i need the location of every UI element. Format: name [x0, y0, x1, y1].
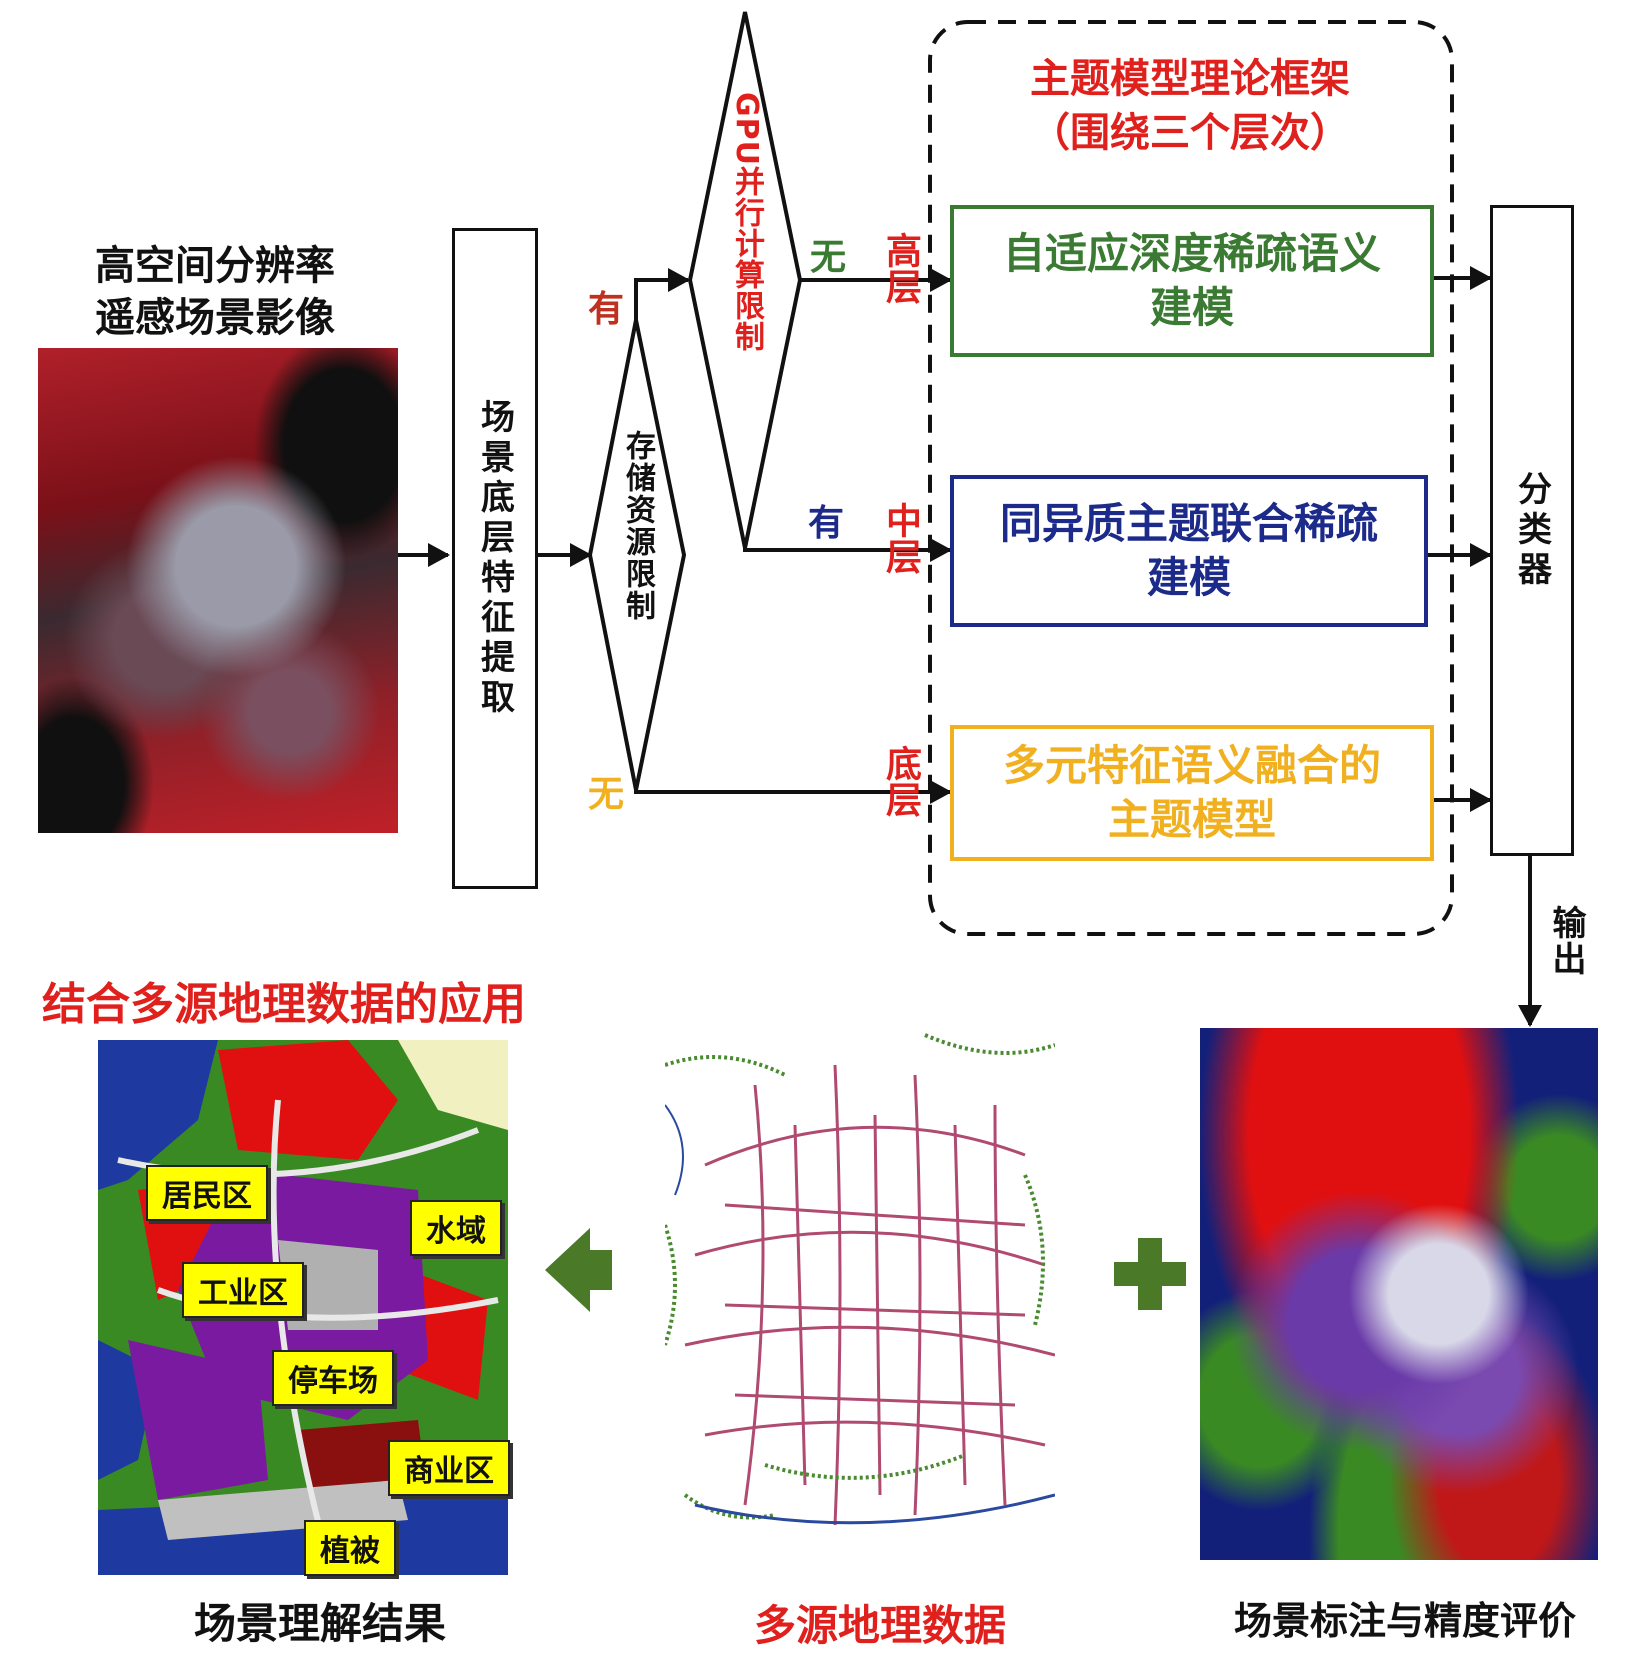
storage-diamond: 存储资源限制	[606, 430, 668, 690]
feature-extraction-label: 场景底层特征提取	[474, 398, 515, 719]
model-mid-line1: 同异质主题联合稀疏	[999, 499, 1378, 548]
tag-industrial: 工业区	[182, 1262, 304, 1318]
output-label: 输出	[1546, 905, 1586, 977]
level-mid: 中层	[880, 502, 921, 574]
caption-result: 场景理解结果	[193, 1599, 446, 1648]
framework-dashed-border	[928, 20, 1454, 936]
gpu-diamond: GPU并行计算限制	[716, 92, 776, 482]
input-title-line2: 遥感场景影像	[95, 295, 335, 341]
model-box-high: 自适应深度稀疏语义 建模	[950, 205, 1434, 357]
tag-vegetation: 植被	[304, 1520, 396, 1576]
plus-icon	[1114, 1238, 1186, 1310]
model-high-line2: 建模	[1149, 283, 1234, 332]
framework-title-line2: （围绕三个层次）	[1030, 110, 1350, 156]
model-low-line1: 多元特征语义融合的	[1002, 741, 1381, 790]
classifier-box: 分类器	[1490, 205, 1574, 856]
branch-storage-no: 无	[588, 774, 625, 815]
geo-data-map	[665, 1025, 1055, 1545]
classifier-label: 分类器	[1511, 470, 1552, 591]
model-box-low: 多元特征语义融合的 主题模型	[950, 725, 1434, 861]
tag-residential: 居民区	[146, 1165, 268, 1221]
input-title-line1: 高空间分辨率	[95, 243, 335, 289]
remote-sensing-image	[38, 348, 398, 833]
left-arrow-icon	[545, 1228, 612, 1312]
branch-storage-yes: 有	[588, 289, 625, 330]
model-low-line2: 主题模型	[1107, 795, 1276, 844]
model-mid-line2: 建模	[1146, 553, 1231, 602]
annotation-map	[1200, 1028, 1598, 1560]
caption-geo-data: 多源地理数据	[753, 1601, 1006, 1650]
caption-annotation: 场景标注与精度评价	[1233, 1599, 1576, 1643]
application-title: 结合多源地理数据的应用	[42, 979, 526, 1030]
tag-commercial: 商业区	[388, 1440, 510, 1496]
input-title: 高空间分辨率 遥感场景影像	[50, 240, 380, 344]
branch-gpu-no: 无	[810, 237, 847, 278]
level-low: 底层	[880, 745, 921, 817]
framework-title-line1: 主题模型理论框架	[1030, 56, 1350, 102]
framework-title: 主题模型理论框架 （围绕三个层次）	[960, 52, 1420, 160]
arrow-gpu-yes	[743, 538, 952, 562]
tag-parking: 停车场	[272, 1350, 394, 1406]
gpu-diamond-label: GPU并行计算限制	[729, 92, 764, 352]
level-high: 高层	[880, 232, 921, 304]
geo-data-map-drawing	[665, 1033, 1055, 1526]
arrow-storage-yes	[634, 268, 690, 320]
model-high-line1: 自适应深度稀疏语义	[1002, 229, 1381, 278]
branch-gpu-yes: 有	[808, 503, 845, 544]
feature-extraction-box: 场景底层特征提取	[452, 228, 538, 889]
model-box-mid: 同异质主题联合稀疏 建模	[950, 475, 1428, 627]
storage-diamond-label: 存储资源限制	[620, 430, 655, 622]
tag-water: 水域	[410, 1200, 502, 1256]
arrow-storage-no	[634, 780, 952, 804]
